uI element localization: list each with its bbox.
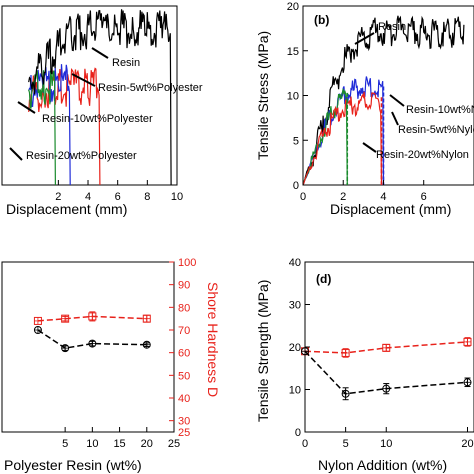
panel-c-xtick-label-2: 15 xyxy=(113,438,125,450)
panel-c-y2tick-label-7: 90 xyxy=(178,280,190,292)
panel-d-ytick-label-0: 0 xyxy=(295,427,301,439)
panel-c-y2tick-label-6: 80 xyxy=(178,302,190,314)
panel-c-xticks: 5 10 15 20 25 xyxy=(62,427,180,450)
panel-c-y2tick-label-1: 30 xyxy=(178,416,190,428)
panel-a: 2 4 6 8 10 Displacement (mm) Resin Resin-5wt… xyxy=(1,5,203,217)
panel-d-xtick-label-3: 20 xyxy=(461,438,473,450)
panel-c-y2label: Shore Hardness D xyxy=(205,282,221,397)
panel-d-yticks: 0 10 20 30 40 xyxy=(289,257,310,439)
arrow-b-10 xyxy=(389,94,405,107)
panel-d-xtick-label-0: 0 xyxy=(302,438,308,450)
panel-b-xtick-label-0: 0 xyxy=(300,191,306,203)
panel-a-frame xyxy=(1,5,178,186)
panel-d-xtick-label-2: 10 xyxy=(380,438,392,450)
panel-a-xtick-label-2: 6 xyxy=(115,191,121,203)
panel-d-xtick-label-1: 5 xyxy=(343,438,349,450)
panel-b-ytick-label-1: 5 xyxy=(293,135,299,147)
annotation-resin-10: Resin-10wt%Polyester xyxy=(42,113,153,125)
panel-d-xticks: 0 5 10 20 xyxy=(302,427,474,450)
panel-a-xtick-label-0: 2 xyxy=(55,191,61,203)
panel-d-ylabel: Tensile Strength (MPa) xyxy=(255,280,271,422)
arrow-b-resin xyxy=(354,32,375,45)
panel-b-xtick-label-2: 4 xyxy=(380,191,386,203)
panel-c-y2tick-label-2: 40 xyxy=(178,393,190,405)
panel-d-ytick-label-2: 20 xyxy=(289,342,301,354)
annotation-resin-5: Resin-5wt%Polyester xyxy=(98,82,203,94)
annotation-resin-20: Resin-20wt%Polyester xyxy=(26,150,137,162)
panel-b-ytick-label-3: 15 xyxy=(287,46,299,58)
arrow-resin-5 xyxy=(71,73,96,87)
panel-b-ytick-label-0: 0 xyxy=(293,180,299,192)
panel-b-series-0 xyxy=(302,15,465,186)
panel-d-ytick-label-3: 30 xyxy=(289,300,301,312)
panel-b-xtick-label-3: 6 xyxy=(421,191,427,203)
panel-c-red-line xyxy=(37,315,147,322)
panel-c-xlabel: Polyester Resin (wt%) xyxy=(4,457,142,473)
panel-c-y2tick-label-4: 60 xyxy=(178,348,190,360)
annotation-b-20: Resin-20wt%Nylon xyxy=(376,149,469,161)
panel-a-series xyxy=(28,9,172,186)
panel-b-yticks: 0 5 10 15 20 xyxy=(287,1,308,192)
panel-a-series-0 xyxy=(28,9,172,186)
panel-b-xlabel: Displacement (mm) xyxy=(330,201,451,217)
panel-a-xtick-label-1: 4 xyxy=(85,191,91,203)
annotation-b-10: Resin-10wt%Nylon xyxy=(406,104,474,116)
panel-a-series-1 xyxy=(28,67,101,186)
annotation-b-5: Resin-5wt%Nylon xyxy=(398,124,474,136)
panel-a-xticks: 2 4 6 8 10 xyxy=(55,180,183,203)
panel-d-ytick-label-1: 10 xyxy=(289,385,301,397)
arrow-b-5 xyxy=(391,111,399,126)
panel-c-black-line xyxy=(37,329,147,349)
arrow-resin-20 xyxy=(9,147,23,161)
panel-b: 0 2 4 6 0 5 10 15 20 (b) Displacement (mm) Tens… xyxy=(255,1,474,217)
panel-b-series-2 xyxy=(302,91,383,186)
panel-c-y2tick-label-8: 100 xyxy=(178,257,196,269)
panel-c-xtick-label-3: 20 xyxy=(141,438,153,450)
panel-d-black-line xyxy=(304,350,468,395)
panel-b-xtick-label-1: 2 xyxy=(340,191,346,203)
panel-c-xtick-label-4: 25 xyxy=(168,438,180,450)
panel-d-ytick-label-4: 40 xyxy=(289,257,301,269)
panel-c-y2tick-label-5: 70 xyxy=(178,325,190,337)
panel-b-ytick-label-2: 10 xyxy=(287,91,299,103)
panel-d: 0 5 10 20 0 10 20 30 40 (d) Nylon Addition (wt%… xyxy=(255,257,474,473)
panel-a-xtick-label-3: 8 xyxy=(144,191,150,203)
panel-b-ytick-label-4: 20 xyxy=(287,1,299,13)
panel-c-xtick-label-0: 5 xyxy=(62,438,68,450)
arrow-b-20 xyxy=(362,142,377,153)
panel-b-series xyxy=(302,15,465,186)
panel-c-series xyxy=(33,311,151,353)
panel-d-xlabel: Nylon Addition (wt%) xyxy=(318,457,447,473)
panel-a-xtick-label-4: 10 xyxy=(171,191,183,203)
panel-c-y2tick-label-3: 50 xyxy=(178,370,190,382)
panel-a-xlabel: Displacement (mm) xyxy=(6,201,127,217)
panel-c-frame xyxy=(1,261,175,433)
annotation-b-resin: Resin xyxy=(378,21,406,33)
arrow-resin xyxy=(91,47,109,59)
panel-b-ylabel: Tensile Stress (MPa) xyxy=(255,31,271,160)
arrow-resin-10 xyxy=(17,101,36,114)
panel-d-red-line xyxy=(304,341,468,354)
panel-b-xticks: 0 2 4 6 xyxy=(300,180,427,203)
panel-d-series xyxy=(301,337,472,401)
panel-b-label: (b) xyxy=(314,13,329,27)
annotation-resin: Resin xyxy=(112,57,140,69)
panel-c-xtick-label-1: 10 xyxy=(86,438,98,450)
panel-a-series-2 xyxy=(28,64,71,186)
panel-c-y2tick-label-0: 25 xyxy=(178,427,190,439)
panel-d-label: (d) xyxy=(316,272,331,286)
panel-b-series-3 xyxy=(302,88,348,186)
